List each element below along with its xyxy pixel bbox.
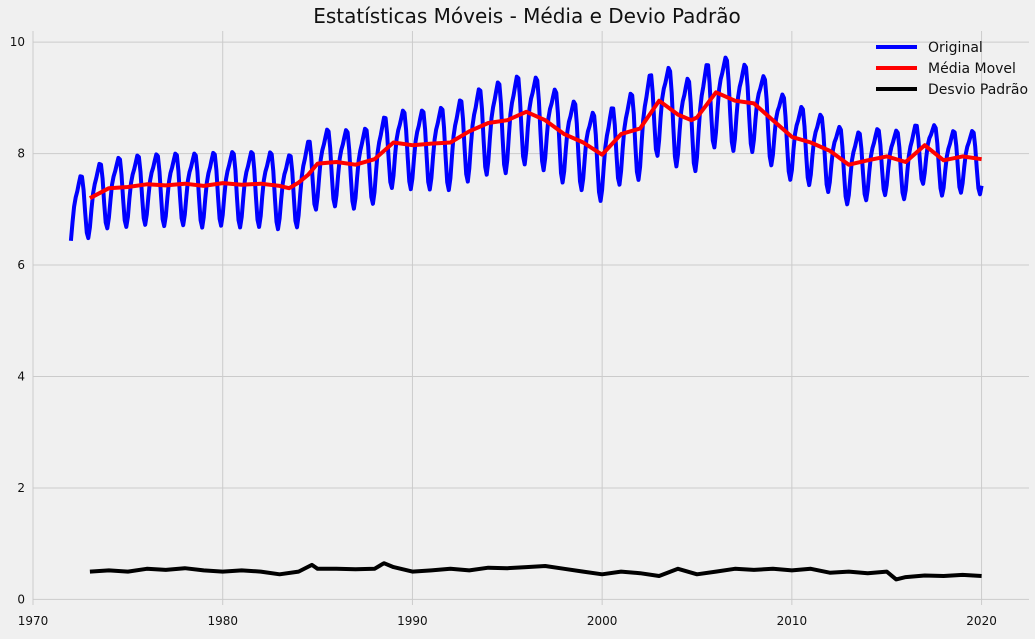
legend: Original Média Movel Desvio Padrão [876, 40, 1028, 98]
chart-title: Estatísticas Móveis - Média e Devio Padr… [313, 4, 741, 28]
y-tick-label: 8 [17, 147, 25, 161]
series-desvio-padrao-line [89, 561, 982, 582]
legend-label: Desvio Padrão [928, 82, 1028, 98]
y-tick-label: 6 [17, 258, 25, 272]
x-tick-label: 1990 [397, 614, 428, 628]
x-tick-label: 1970 [18, 614, 49, 628]
y-tick-label: 4 [17, 370, 25, 384]
grid [32, 31, 1029, 605]
legend-label: Média Movel [928, 61, 1016, 77]
x-tick-label: 2020 [966, 614, 997, 628]
y-tick-label: 10 [10, 35, 25, 49]
x-tick-label: 1980 [207, 614, 238, 628]
axis-ticks: 1970 1980 1990 2000 2010 2020 0 2 4 6 8 10 [10, 35, 997, 628]
series-original-line [68, 55, 984, 241]
legend-label: Original [928, 40, 983, 56]
y-tick-label: 0 [17, 592, 25, 606]
x-tick-label: 2000 [587, 614, 618, 628]
series-media-movel-line [88, 90, 982, 200]
y-tick-label: 2 [17, 481, 25, 495]
x-tick-label: 2010 [777, 614, 808, 628]
series-layer [68, 55, 984, 582]
plot-background [33, 31, 1029, 605]
